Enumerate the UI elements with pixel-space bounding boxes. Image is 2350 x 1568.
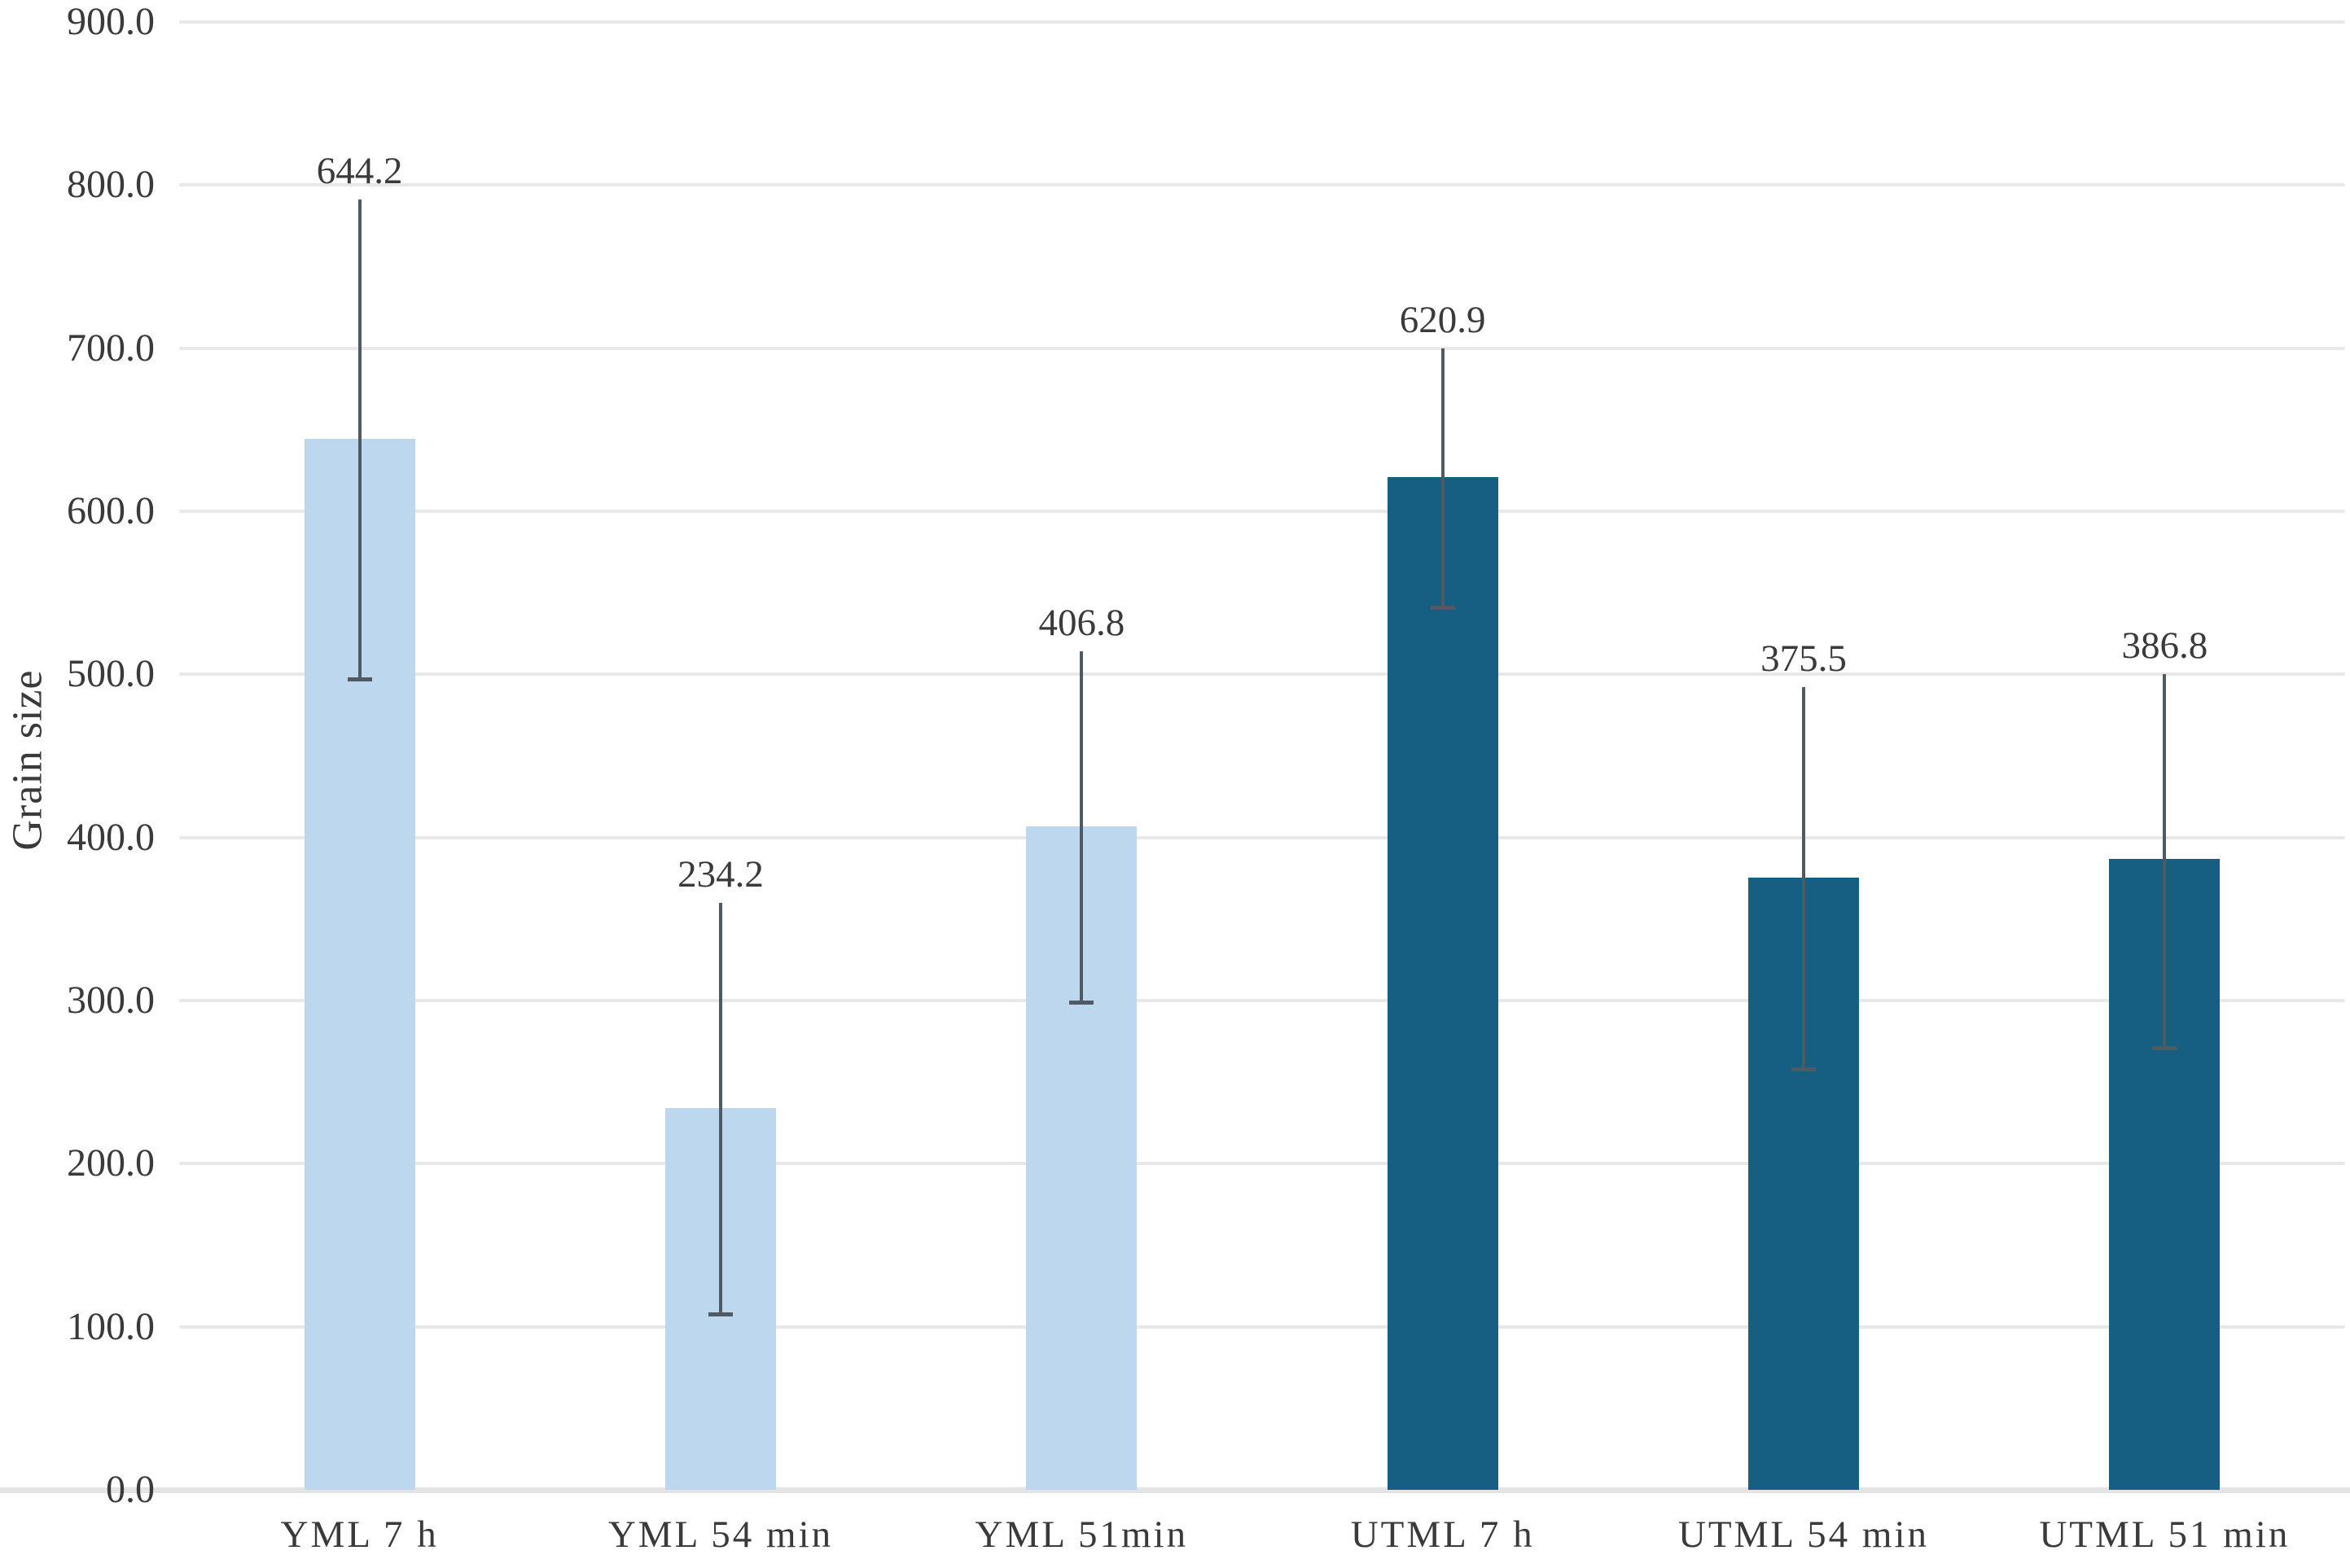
gridline <box>179 999 2345 1002</box>
y-tick-label: 600.0 <box>67 489 155 532</box>
error-bar <box>1802 687 1805 1070</box>
y-tick-label: 200.0 <box>67 1141 155 1185</box>
error-bar <box>1080 651 1084 1002</box>
y-axis-title: Grain size <box>4 669 51 851</box>
data-label: 234.2 <box>677 852 764 896</box>
gridline <box>179 183 2345 187</box>
bar <box>1387 477 1498 1490</box>
data-label: 406.8 <box>1038 602 1125 645</box>
y-tick-label: 300.0 <box>67 979 155 1022</box>
error-bar <box>357 199 362 680</box>
error-bar-bottom-cap <box>1430 606 1455 611</box>
error-bar-bottom-cap <box>1069 1001 1094 1005</box>
gridline <box>179 346 2345 350</box>
error-bar <box>719 902 722 1314</box>
y-tick-label: 0.0 <box>106 1468 155 1511</box>
y-tick-label: 800.0 <box>67 163 155 207</box>
data-label: 644.2 <box>316 150 403 193</box>
x-axis-line <box>0 1487 2350 1493</box>
x-category-label: UTML 54 min <box>1677 1513 1930 1556</box>
gridline <box>179 1325 2345 1329</box>
y-tick-label: 700.0 <box>67 326 155 370</box>
error-bar <box>2163 674 2167 1049</box>
error-bar-bottom-cap <box>708 1312 733 1316</box>
y-tick-label: 400.0 <box>67 815 155 859</box>
error-bar-bottom-cap <box>1791 1067 1816 1072</box>
y-tick-label: 500.0 <box>67 652 155 696</box>
error-bar <box>1440 348 1445 608</box>
gridline <box>179 672 2345 677</box>
x-category-label: YML 51min <box>975 1513 1189 1556</box>
error-bar-bottom-cap <box>2152 1046 2177 1051</box>
gridline <box>179 1162 2345 1166</box>
gridline <box>179 835 2345 839</box>
data-label: 386.8 <box>2121 624 2208 668</box>
gridline <box>179 20 2345 24</box>
y-tick-label: 900.0 <box>67 0 155 43</box>
error-bar-bottom-cap <box>347 677 372 682</box>
data-label: 620.9 <box>1399 298 1486 341</box>
x-category-label: YML 7 h <box>280 1513 439 1556</box>
x-category-label: UTML 7 h <box>1350 1513 1535 1556</box>
y-tick-label: 100.0 <box>67 1304 155 1348</box>
x-category-label: UTML 51 min <box>2039 1513 2291 1556</box>
gridline <box>179 510 2345 513</box>
x-category-label: YML 54 min <box>607 1513 834 1556</box>
data-label: 375.5 <box>1760 637 1847 681</box>
